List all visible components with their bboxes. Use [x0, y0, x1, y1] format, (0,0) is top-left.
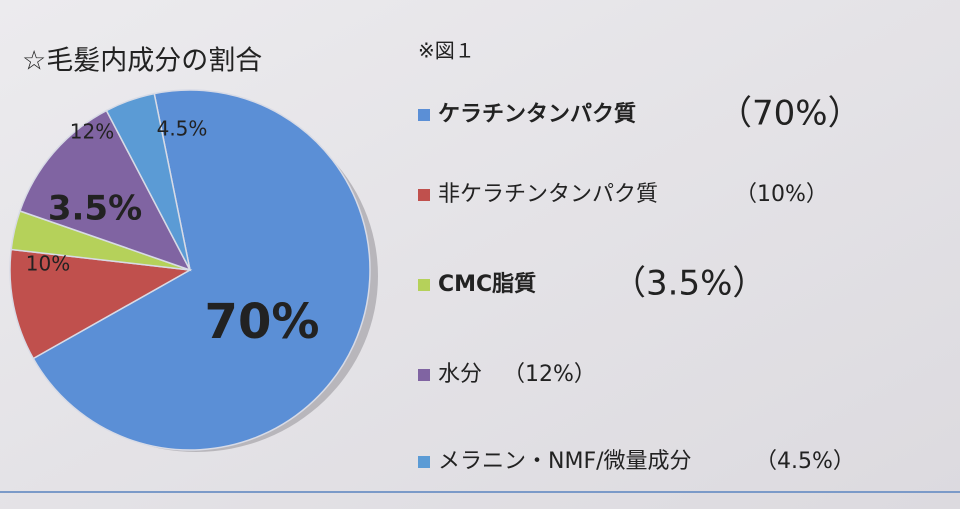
pie-slice — [105, 92, 191, 271]
legend-value: （10%） — [735, 182, 828, 207]
legend-swatch — [418, 109, 430, 121]
legend-label: メラニン・NMF/微量成分 — [438, 449, 692, 474]
slice-label: 4.5% — [157, 117, 208, 141]
legend-label: 非ケラチンタンパク質 — [438, 182, 658, 207]
legend-swatch — [418, 189, 430, 201]
legend-value: （4.5%） — [755, 449, 855, 474]
legend-label: 水分 — [438, 362, 482, 387]
chart-title: ☆毛髪内成分の割合 — [22, 46, 262, 77]
legend-value: （3.5%） — [612, 264, 766, 304]
note: ※図１ — [418, 39, 475, 63]
slice-label: 70% — [205, 294, 320, 350]
slice-label: 12% — [70, 120, 114, 144]
pie-slice — [32, 89, 371, 451]
pie-slice — [9, 248, 193, 360]
legend-swatch — [418, 456, 430, 468]
slice-label: 10% — [26, 252, 70, 276]
legend-swatch — [418, 369, 430, 381]
slice-label: 3.5% — [48, 189, 142, 229]
pie-slice — [18, 109, 192, 272]
legend-label: CMC脂質 — [438, 271, 536, 297]
legend-swatch — [418, 279, 430, 291]
legend-label: ケラチンタンパク質 — [438, 102, 636, 127]
legend-value: （12%） — [503, 362, 596, 387]
legend-value: （70%） — [718, 94, 862, 134]
